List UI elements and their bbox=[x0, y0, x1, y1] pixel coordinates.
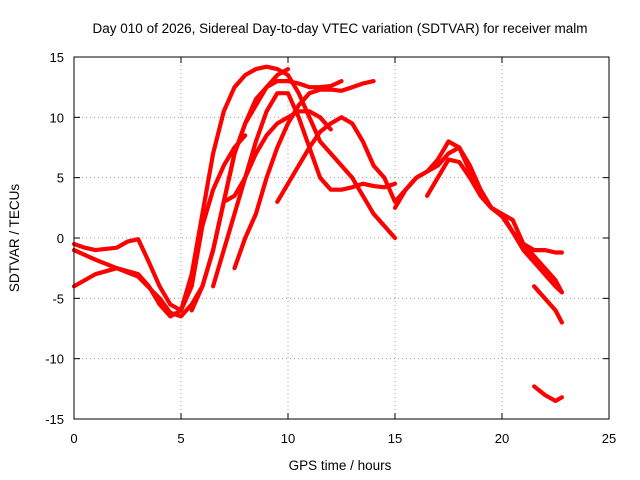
x-tick-label: 25 bbox=[602, 431, 616, 446]
series-sat-f bbox=[232, 79, 376, 271]
tick-layer: 0 5 10 15 20 25 -15 -10 -5 0 5 10 15 bbox=[45, 50, 616, 446]
x-tick-label: 5 bbox=[177, 431, 184, 446]
y-tick-label: -5 bbox=[52, 291, 64, 306]
series-layer bbox=[71, 64, 564, 403]
series-sat-j bbox=[392, 139, 564, 295]
y-tick-label: -10 bbox=[45, 352, 64, 367]
series-sat-a bbox=[71, 64, 398, 319]
x-tick-label: 0 bbox=[70, 431, 77, 446]
x-axis-label: GPS time / hours bbox=[289, 458, 392, 473]
x-tick-label: 20 bbox=[495, 431, 509, 446]
x-tick-label: 10 bbox=[281, 431, 295, 446]
series-sat-g bbox=[275, 115, 376, 204]
x-tick-label: 15 bbox=[388, 431, 402, 446]
y-tick-label: -15 bbox=[45, 412, 64, 427]
series-sat-c bbox=[71, 67, 291, 319]
y-axis-label: SDTVAR / TECUs bbox=[7, 184, 22, 293]
y-tick-label: 0 bbox=[57, 231, 64, 246]
series-sat-b bbox=[71, 133, 248, 313]
series-sat-k bbox=[425, 157, 564, 295]
series-sat-h bbox=[221, 109, 333, 204]
grid-layer bbox=[74, 57, 609, 419]
y-tick-label: 5 bbox=[57, 171, 64, 186]
series-sat-l bbox=[532, 284, 564, 325]
y-tick-label: 10 bbox=[50, 110, 64, 125]
series-sat-d bbox=[189, 79, 344, 313]
chart-title: Day 010 of 2026, Sidereal Day-to-day VTE… bbox=[93, 21, 588, 36]
series-sat-m bbox=[532, 384, 564, 403]
y-tick-label: 15 bbox=[50, 50, 64, 65]
